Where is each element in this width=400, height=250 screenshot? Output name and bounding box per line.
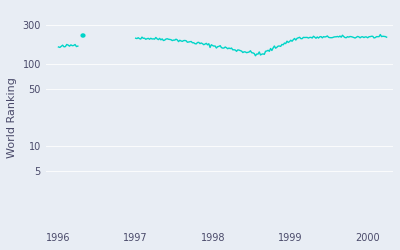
Y-axis label: World Ranking: World Ranking	[7, 77, 17, 158]
